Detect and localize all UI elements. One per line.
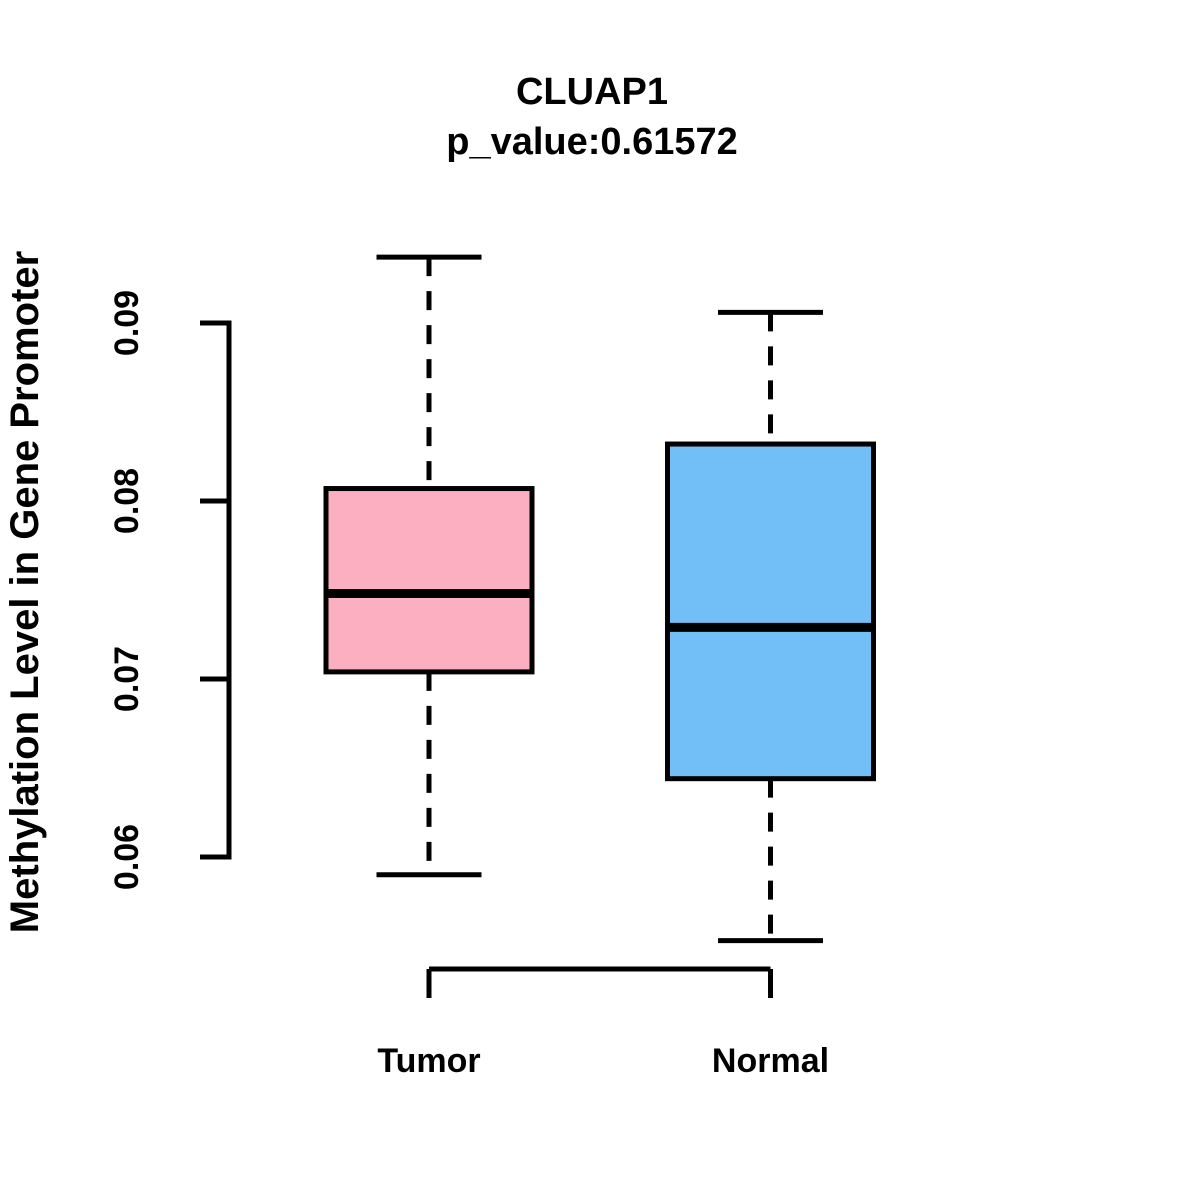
y-tick-label: 0.08 — [108, 468, 146, 534]
iqr-box — [323, 486, 535, 675]
y-axis: 0.06 0.07 0.08 0.09 — [108, 290, 232, 890]
boxplot-normal — [665, 309, 876, 944]
category-label-normal: Normal — [712, 1042, 829, 1080]
y-tick-label: 0.06 — [108, 824, 146, 890]
y-tick-label: 0.07 — [108, 646, 146, 712]
x-axis: Tumor Normal — [377, 966, 829, 1080]
y-tick-label: 0.09 — [108, 290, 146, 356]
chart-title: CLUAP1 — [516, 71, 668, 113]
category-label-tumor: Tumor — [377, 1042, 480, 1080]
iqr-box — [665, 441, 876, 782]
boxplot-series — [323, 254, 876, 944]
y-axis-label: Methylation Level in Gene Promoter — [3, 251, 47, 933]
chart-subtitle: p_value:0.61572 — [446, 121, 738, 163]
boxplot-tumor — [323, 254, 535, 878]
